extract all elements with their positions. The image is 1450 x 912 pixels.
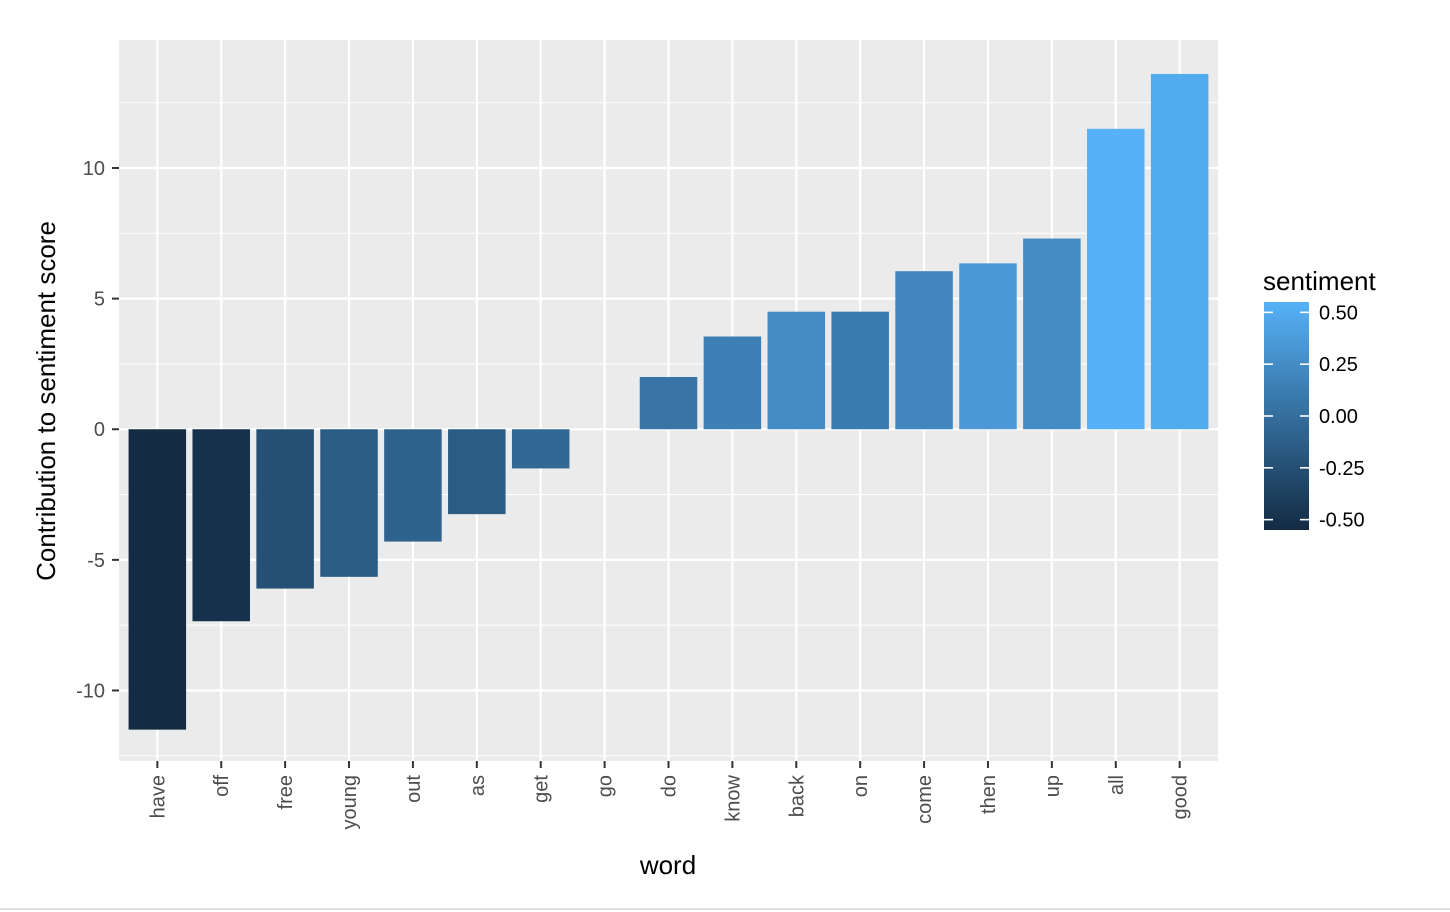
x-tick-label: all <box>1106 775 1128 795</box>
x-tick-label: do <box>659 775 681 797</box>
y-tick-label: -10 <box>76 680 105 702</box>
legend-label: 0.50 <box>1319 302 1358 324</box>
legend-ticks: 0.50 0.25 0.00 -0.25 -0.50 <box>1264 302 1365 532</box>
bar-know <box>703 336 762 430</box>
x-tick-label: young <box>339 775 361 830</box>
x-tick-label: know <box>722 774 744 821</box>
bar-on <box>831 311 889 430</box>
x-tick-label: free <box>275 775 297 809</box>
x-tick-label: out <box>403 775 425 803</box>
bottom-divider <box>0 908 1450 910</box>
y-axis-title: Contribution to sentiment score <box>31 221 61 581</box>
x-axis-title: word <box>639 850 696 880</box>
bar-do <box>639 376 698 430</box>
bar-young <box>320 429 378 577</box>
y-axis: -10 -5 0 5 10 <box>76 158 119 702</box>
x-tick-label: back <box>786 774 808 817</box>
bar-have <box>128 429 187 730</box>
y-tick-label: 5 <box>94 289 105 311</box>
x-tick-label: get <box>531 775 553 803</box>
legend: sentiment 0.50 0.25 0.00 -0.25 -0.50 <box>1263 266 1376 532</box>
x-tick-label: as <box>467 775 489 796</box>
legend-label: -0.25 <box>1319 458 1365 480</box>
bar-back <box>767 311 826 430</box>
bar-as <box>448 429 506 515</box>
bars-group <box>128 73 1209 730</box>
bar-up <box>1023 238 1081 430</box>
legend-label: 0.25 <box>1319 354 1358 376</box>
x-tick-label: up <box>1042 775 1064 797</box>
x-tick-label: have <box>147 775 169 818</box>
bar-out <box>384 429 442 542</box>
bar-free <box>256 429 314 589</box>
y-tick-label: 0 <box>94 419 105 441</box>
legend-label: -0.50 <box>1319 510 1365 532</box>
x-tick-label: then <box>978 775 1000 814</box>
legend-title: sentiment <box>1263 266 1376 296</box>
x-tick-label: off <box>211 775 233 797</box>
y-tick-label: 10 <box>83 158 105 180</box>
bar-all <box>1087 128 1145 430</box>
bar-then <box>959 263 1017 430</box>
x-tick-label: come <box>914 775 936 824</box>
x-axis: have off free young out as get go do know back on co… <box>147 761 1192 830</box>
bar-good <box>1150 73 1209 430</box>
legend-label: 0.00 <box>1319 406 1358 428</box>
y-tick-label: -5 <box>87 550 105 572</box>
bar-get <box>511 429 570 469</box>
bar-come <box>895 271 953 430</box>
x-tick-label: on <box>850 775 872 797</box>
bar-off <box>192 429 250 622</box>
x-tick-label: go <box>595 775 617 797</box>
x-tick-label: good <box>1170 775 1192 820</box>
